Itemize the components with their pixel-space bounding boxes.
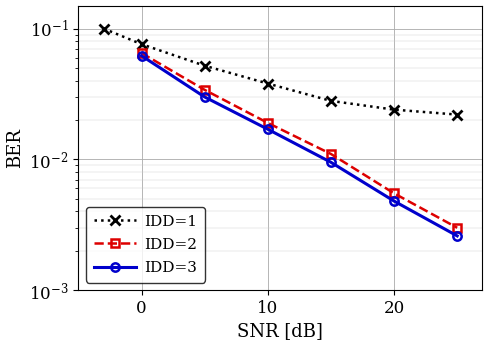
IDD=1 — [202, 64, 207, 68]
Line: IDD=2: IDD=2 — [137, 49, 461, 232]
Line: IDD=1: IDD=1 — [99, 24, 462, 119]
IDD=2 — [391, 191, 397, 195]
IDD=3 — [139, 54, 144, 58]
Y-axis label: BER: BER — [5, 128, 23, 168]
IDD=2 — [328, 152, 334, 156]
IDD=1 — [265, 81, 271, 85]
IDD=1 — [101, 27, 106, 31]
IDD=3 — [202, 95, 207, 99]
IDD=2 — [202, 88, 207, 92]
IDD=3 — [265, 127, 271, 131]
IDD=1 — [391, 108, 397, 112]
IDD=3 — [454, 234, 460, 238]
IDD=3 — [328, 160, 334, 164]
IDD=3 — [391, 199, 397, 203]
Line: IDD=3: IDD=3 — [137, 52, 461, 240]
IDD=1 — [328, 99, 334, 103]
IDD=1 — [454, 112, 460, 117]
IDD=2 — [265, 121, 271, 125]
IDD=1 — [139, 42, 144, 46]
IDD=2 — [454, 226, 460, 230]
Legend: IDD=1, IDD=2, IDD=3: IDD=1, IDD=2, IDD=3 — [86, 207, 205, 283]
IDD=2 — [139, 51, 144, 55]
X-axis label: SNR [dB]: SNR [dB] — [238, 322, 324, 340]
